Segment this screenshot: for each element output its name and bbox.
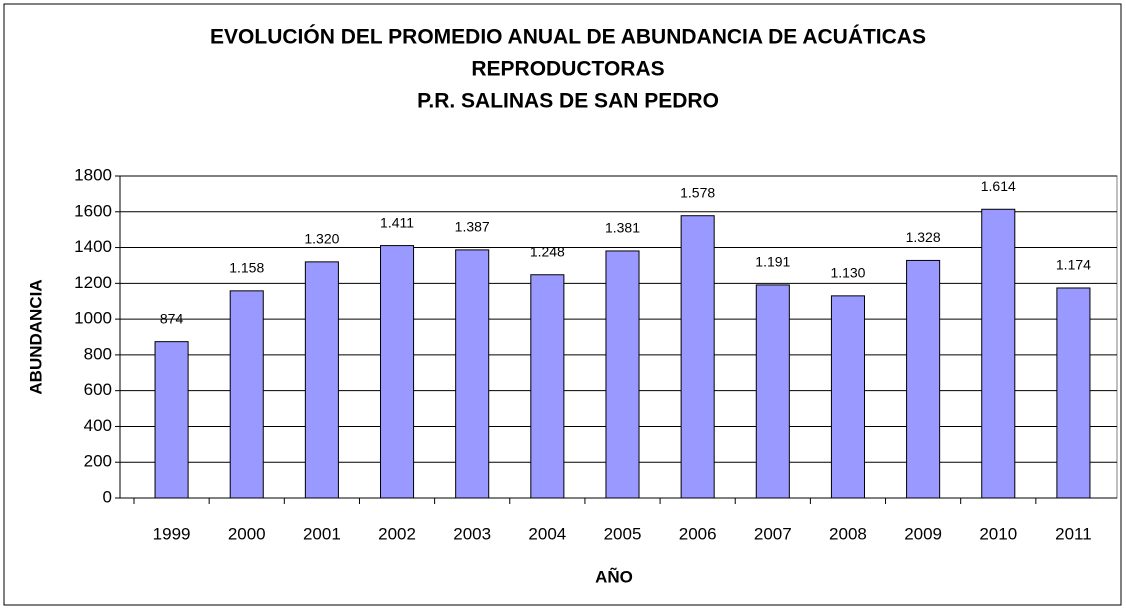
bar [680,215,715,499]
bar [906,259,941,499]
x-tick-label: 2003 [453,524,491,543]
value-label: 1.158 [229,260,264,276]
y-tick-label: 1800 [74,165,112,184]
value-label: 1.130 [830,265,865,281]
y-tick-label: 400 [84,416,112,435]
x-tick-label: 2001 [303,524,341,543]
x-axis-label: AÑO [595,566,633,586]
x-tick-label: 2008 [829,524,867,543]
x-tick-label: 1999 [153,524,191,543]
chart-title: REPRODUCTORAS [471,58,664,81]
value-label: 874 [160,310,184,326]
chart-title: EVOLUCIÓN DEL PROMEDIO ANUAL DE ABUNDANC… [210,25,926,49]
x-tick-label: 2010 [979,524,1017,543]
value-label: 1.248 [530,243,565,259]
y-tick-label: 1000 [74,309,112,328]
value-label: 1.191 [755,254,790,270]
value-label: 1.614 [981,178,1016,194]
chart-title: P.R. SALINAS DE SAN PEDRO [417,90,719,113]
y-tick-label: 0 [103,487,112,506]
x-tick-label: 2002 [378,524,416,543]
bar [154,341,189,499]
bar [981,208,1016,499]
x-tick-label: 2009 [904,524,942,543]
value-label: 1.174 [1056,257,1091,273]
value-label: 1.320 [304,231,339,247]
value-label: 1.578 [680,184,715,200]
y-tick-label: 1600 [74,201,112,220]
y-tick-label: 1400 [74,237,112,256]
value-label: 1.328 [906,229,941,245]
value-label: 1.381 [605,220,640,236]
value-label: 1.387 [455,219,490,235]
y-tick-label: 200 [84,452,112,471]
bar [830,295,865,499]
bar [605,250,640,499]
bar [455,249,490,499]
y-tick-label: 1200 [74,273,112,292]
value-label: 1.411 [380,214,414,230]
bar [380,245,415,499]
y-tick-label: 800 [84,344,112,363]
x-tick-label: 2005 [604,524,642,543]
bar [229,290,264,499]
bar [755,284,790,499]
bar [530,274,565,499]
x-tick-label: 2000 [228,524,266,543]
y-tick-label: 600 [84,380,112,399]
y-axis-label: ABUNDANCIA [26,279,45,394]
x-tick-label: 2007 [754,524,792,543]
bar [304,261,339,499]
x-tick-label: 2011 [1055,524,1092,543]
bar [1056,287,1091,499]
x-tick-label: 2004 [528,524,566,543]
x-tick-label: 2006 [679,524,717,543]
